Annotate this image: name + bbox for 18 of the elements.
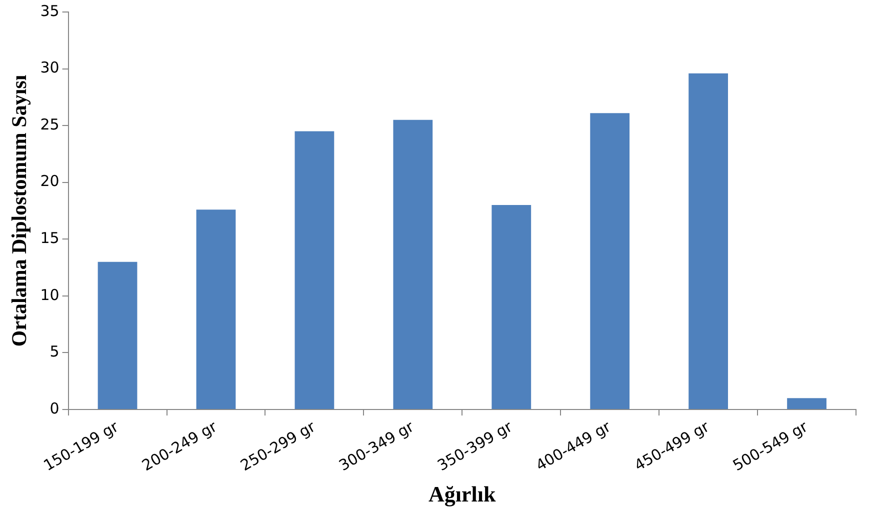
x-axis-title: Ağırlık (428, 481, 497, 506)
y-tick-label: 35 (40, 2, 60, 20)
y-tick-label: 25 (40, 115, 60, 134)
bar (492, 205, 532, 409)
y-tick-label: 15 (40, 229, 60, 248)
y-tick-label: 0 (50, 399, 60, 418)
bar (98, 262, 138, 409)
y-tick-label: 20 (40, 172, 60, 190)
bar (590, 113, 630, 409)
bar (294, 131, 334, 409)
y-axis-title: Ortalama Diplostomum Sayısı (7, 74, 32, 347)
y-tick-label: 30 (40, 58, 60, 77)
y-tick-label: 10 (40, 286, 60, 304)
bar (688, 73, 728, 409)
bar (787, 398, 826, 409)
y-tick-label: 5 (50, 342, 60, 361)
bar (393, 120, 433, 409)
bar (196, 210, 236, 409)
